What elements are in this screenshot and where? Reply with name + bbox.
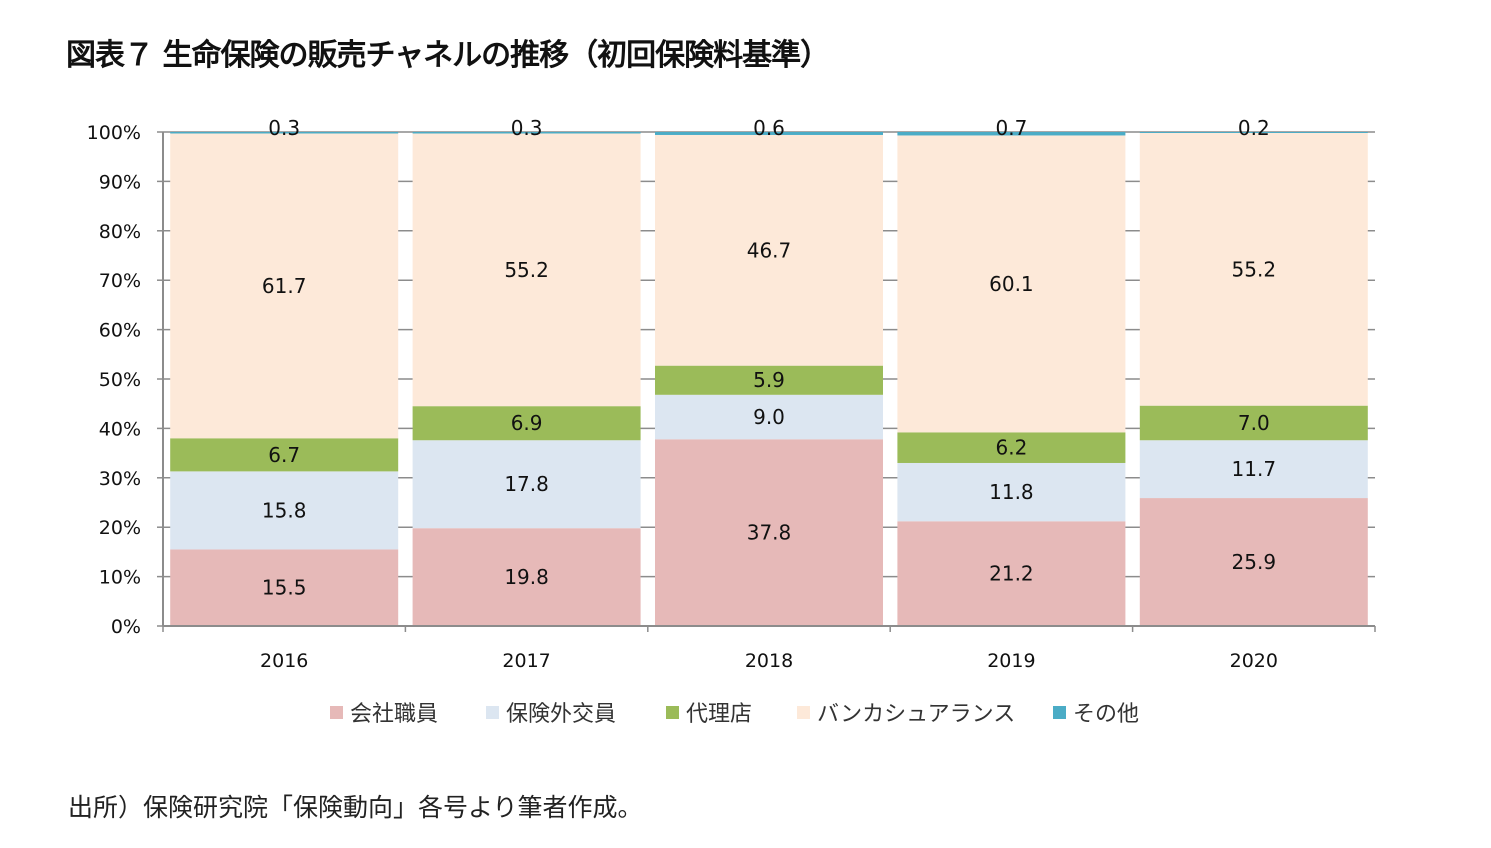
bar-segment <box>170 471 399 550</box>
y-tick-label: 20% <box>99 517 141 539</box>
legend-label: 代理店 <box>686 702 752 727</box>
y-tick-label: 90% <box>99 171 141 193</box>
legend-swatch <box>797 706 810 719</box>
legend-swatch <box>330 706 343 719</box>
data-label: 25.9 <box>1232 550 1277 574</box>
bar-segment <box>170 549 399 626</box>
data-label: 0.3 <box>511 116 543 140</box>
x-tick-label: 2017 <box>502 650 550 672</box>
data-label: 46.7 <box>747 238 792 262</box>
y-tick-label: 50% <box>99 369 141 391</box>
legend-label: 保険外交員 <box>506 702 616 727</box>
bar-segment <box>655 394 883 440</box>
legend-swatch <box>666 706 679 719</box>
data-label: 0.3 <box>268 116 300 140</box>
bar-segment <box>412 528 641 626</box>
bar-segment <box>170 438 399 472</box>
data-label: 60.1 <box>989 272 1034 296</box>
data-label: 15.8 <box>262 498 307 522</box>
bar-segment <box>412 440 641 529</box>
legend-label: 会社職員 <box>350 702 438 727</box>
data-label: 6.9 <box>511 411 543 435</box>
y-tick-label: 40% <box>99 418 141 440</box>
source-note: 出所）保険研究院「保険動向」各号より筆者作成。 <box>68 793 643 822</box>
data-label: 61.7 <box>262 274 307 298</box>
bar-segment <box>1139 132 1368 133</box>
data-label: 6.7 <box>268 443 300 467</box>
data-label: 0.6 <box>753 116 785 140</box>
bar-segment <box>655 134 883 366</box>
data-label: 15.5 <box>262 576 307 600</box>
y-tick-label: 30% <box>99 468 141 490</box>
bar-segment <box>1139 498 1368 626</box>
y-tick-label: 0% <box>111 616 141 638</box>
data-label: 0.7 <box>995 116 1027 140</box>
bar-segment <box>1139 405 1368 441</box>
data-label: 11.8 <box>989 480 1034 504</box>
y-tick-label: 70% <box>99 270 141 292</box>
bar-segment <box>897 432 1126 463</box>
bar-segment <box>655 365 883 395</box>
y-tick-label: 60% <box>99 320 141 342</box>
x-tick-label: 2020 <box>1230 650 1278 672</box>
bar-segment <box>412 406 641 441</box>
data-label: 21.2 <box>989 562 1034 586</box>
bar-segment <box>170 133 399 439</box>
bar-segment <box>897 521 1126 626</box>
bar-segment <box>412 133 641 407</box>
y-tick-label: 10% <box>99 567 141 589</box>
bar-segment <box>1139 132 1368 406</box>
bar-segment <box>897 135 1126 433</box>
x-tick-label: 2018 <box>745 650 793 672</box>
bar-segment <box>170 132 399 134</box>
x-tick-label: 2016 <box>260 650 308 672</box>
data-label: 55.2 <box>1232 257 1277 281</box>
data-label: 9.0 <box>753 405 785 429</box>
chart-title: 図表７ 生命保険の販売チャネルの推移（初回保険料基準） <box>66 38 830 73</box>
data-label: 0.2 <box>1238 116 1270 140</box>
y-tick-label: 100% <box>87 122 141 144</box>
bar-segment <box>655 132 883 135</box>
data-label: 37.8 <box>747 521 792 545</box>
data-label: 7.0 <box>1238 411 1270 435</box>
x-tick-label: 2019 <box>987 650 1035 672</box>
legend-swatch <box>486 706 499 719</box>
bar-segment <box>897 462 1126 522</box>
data-label: 6.2 <box>995 436 1027 460</box>
legend-label: バンカシュアランス <box>817 702 1015 727</box>
data-label: 11.7 <box>1232 457 1277 481</box>
legend-swatch <box>1053 706 1066 719</box>
data-label: 17.8 <box>504 472 549 496</box>
bar-segment <box>1139 440 1368 499</box>
bar-segment <box>655 439 883 626</box>
data-label: 19.8 <box>504 565 549 589</box>
data-label: 55.2 <box>504 258 549 282</box>
y-tick-label: 80% <box>99 221 141 243</box>
bar-segment <box>897 132 1126 136</box>
bar-segment <box>412 132 641 134</box>
legend-label: その他 <box>1073 702 1139 727</box>
data-label: 5.9 <box>753 368 785 392</box>
